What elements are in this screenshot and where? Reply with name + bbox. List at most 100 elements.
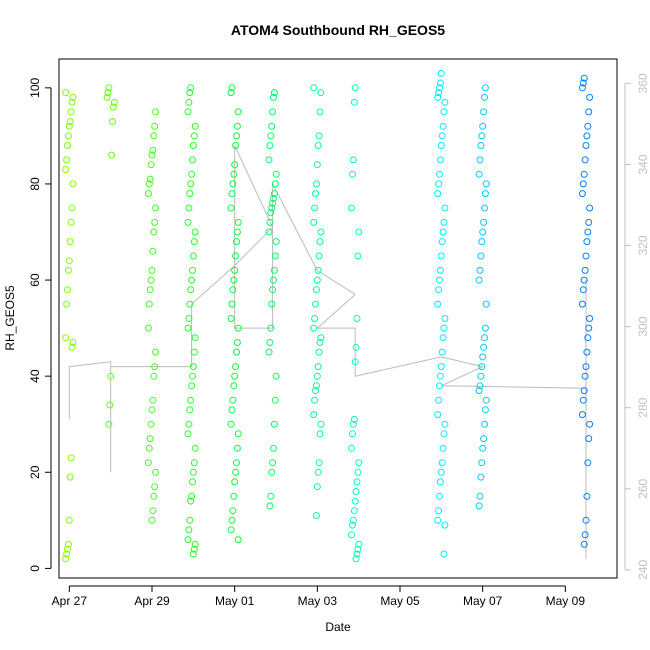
data-point (149, 247, 157, 255)
data-point (350, 98, 358, 106)
data-point (578, 84, 586, 92)
x-axis: Apr 27 Apr 29 May 01 May 03 May 05 May 07 May … (52, 585, 585, 608)
data-point (184, 536, 192, 544)
data-point (231, 478, 239, 486)
data-point (475, 170, 483, 178)
data-point (108, 151, 116, 159)
data-point (228, 300, 236, 308)
data-point (354, 468, 362, 476)
data-point (228, 190, 236, 198)
data-point (62, 89, 70, 97)
y-right-tick-label: 300 (636, 316, 650, 336)
data-point (310, 411, 318, 419)
data-point (189, 372, 196, 380)
data-point (268, 300, 276, 308)
data-point (228, 516, 236, 524)
data-point (475, 276, 483, 284)
data-point (311, 396, 319, 404)
data-point (270, 190, 278, 198)
data-point (189, 550, 197, 558)
data-point (270, 93, 277, 101)
data-point (189, 478, 196, 486)
data-point (579, 286, 587, 294)
data-point (152, 108, 160, 116)
trace-lines (68, 145, 587, 559)
data-point (582, 252, 590, 260)
data-point (64, 286, 71, 294)
data-point (266, 339, 274, 346)
data-point (229, 396, 237, 404)
data-point (186, 190, 194, 198)
data-point (67, 218, 75, 226)
data-points (62, 69, 594, 563)
data-point (64, 266, 72, 274)
data-point (440, 550, 448, 558)
data-point (352, 488, 360, 495)
data-point (66, 118, 74, 125)
data-point (315, 252, 323, 260)
y-axis-label: RH_GEOS5 (3, 285, 17, 351)
data-point (145, 180, 153, 188)
data-point (579, 396, 587, 404)
data-point (479, 122, 487, 130)
data-point (436, 492, 443, 500)
data-point (436, 266, 444, 274)
y-right-tick-label: 340 (636, 154, 650, 174)
y-tick-label: 60 (28, 273, 42, 287)
data-point (311, 315, 319, 322)
data-point (315, 459, 323, 467)
data-point (227, 526, 235, 534)
data-point (582, 142, 590, 149)
data-point (69, 339, 77, 346)
data-point (581, 372, 589, 380)
data-point (435, 89, 443, 97)
data-point (350, 507, 358, 515)
data-point (270, 444, 277, 452)
data-point (441, 98, 449, 106)
data-point (62, 555, 70, 563)
trace-line (68, 145, 587, 559)
y-axis-right: 240 260 280 300 320 340 360 (624, 73, 650, 580)
data-point (313, 276, 321, 284)
data-point (477, 372, 485, 380)
data-point (69, 180, 77, 188)
data-point (436, 478, 444, 486)
data-point (311, 204, 319, 212)
data-point (310, 324, 318, 332)
data-point (312, 286, 320, 294)
data-point (233, 348, 240, 356)
data-point (147, 161, 155, 169)
x-tick-label: May 07 (463, 594, 503, 608)
data-point (355, 459, 363, 467)
y-axis-left: 0 20 40 60 80 100 (28, 78, 52, 572)
data-point (481, 190, 489, 198)
data-point (480, 435, 488, 443)
data-point (187, 84, 195, 92)
data-point (148, 406, 156, 414)
data-point (146, 175, 154, 183)
data-point (481, 334, 488, 342)
data-point (227, 89, 235, 97)
data-point (150, 132, 158, 140)
data-point (109, 103, 117, 111)
data-point (62, 166, 70, 173)
data-point (581, 156, 589, 164)
data-point (441, 204, 449, 212)
data-point (185, 526, 193, 534)
data-point (317, 420, 325, 428)
data-point (144, 324, 152, 332)
data-point (317, 334, 325, 342)
y-tick-label: 0 (28, 565, 42, 572)
data-point (438, 348, 446, 356)
data-point (105, 420, 113, 428)
data-point (315, 132, 323, 140)
data-point (440, 218, 448, 226)
data-point (578, 411, 586, 419)
data-point (268, 468, 276, 476)
data-point (186, 89, 194, 97)
data-point (314, 266, 322, 274)
data-point (62, 334, 70, 342)
data-point (146, 286, 154, 294)
data-point (149, 396, 157, 404)
data-point (228, 406, 236, 414)
